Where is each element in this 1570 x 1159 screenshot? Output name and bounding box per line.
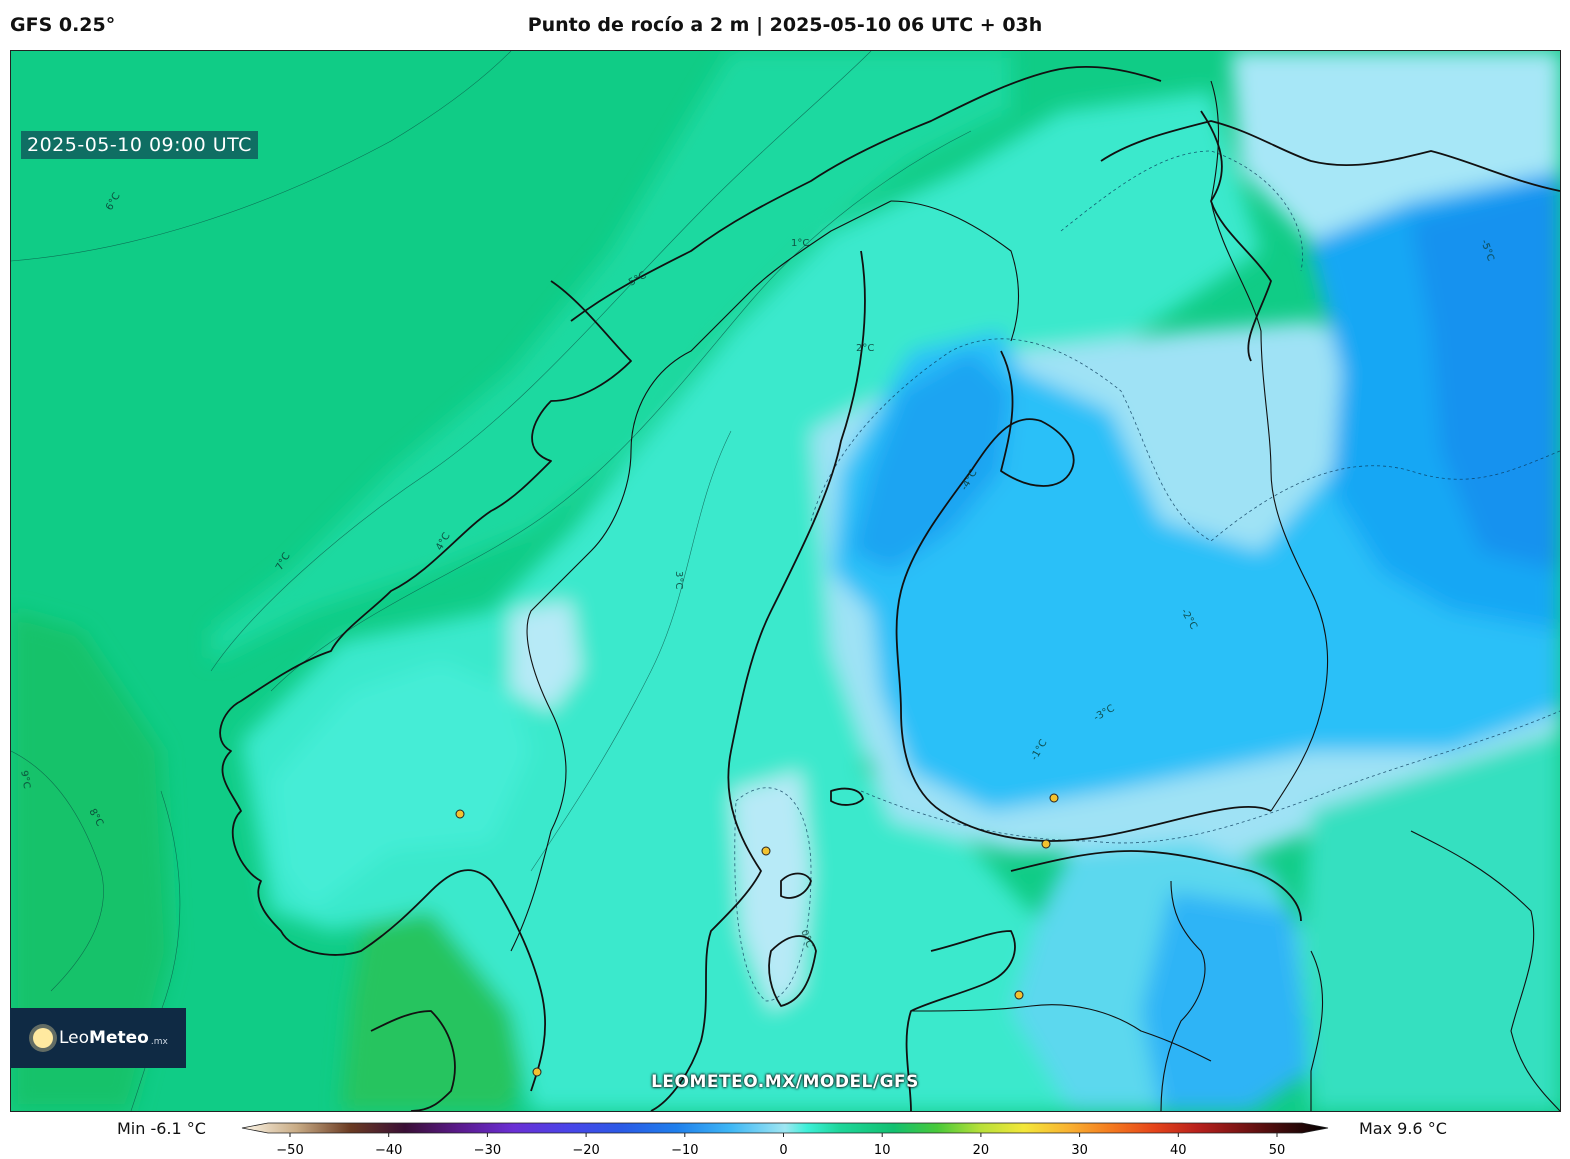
colorbar-tick-label: 10	[874, 1143, 891, 1158]
model-label: GFS 0.25°	[10, 14, 116, 36]
coast-gulf-bothnia	[895, 350, 1075, 812]
station-dot-stockholm[interactable]	[761, 846, 771, 856]
leometeo-logo[interactable]: LeoMeteo .mx	[10, 1008, 186, 1068]
coast-latvia	[905, 930, 1016, 1111]
colorbar: −50 −40 −30 −20 −10 0 10 20 30 40 50	[241, 1122, 1329, 1158]
coast-aland	[830, 787, 864, 806]
colorbar-min-label: Min -6.1 °C	[117, 1119, 206, 1138]
coast-gulf-finland	[940, 805, 1272, 842]
colorbar-ticks: −50 −40 −30 −20 −10 0 10 20 30 40 50	[276, 1133, 1285, 1158]
contour-4c	[270, 130, 972, 692]
coast-sweden-east	[650, 250, 866, 1111]
station-dot-helsinki[interactable]	[1049, 793, 1059, 803]
coast-oland	[768, 935, 817, 1007]
colorbar-max-label: Max 9.6 °C	[1359, 1119, 1447, 1138]
logo-text: LeoMeteo	[59, 1028, 149, 1048]
colorbar-tick-label: 20	[973, 1143, 990, 1158]
border-latvia-lithuania	[910, 1004, 1212, 1062]
colorbar-tick-label: 0	[779, 1143, 787, 1158]
station-dot-oslo[interactable]	[455, 809, 465, 819]
valid-time-badge: 2025-05-10 09:00 UTC	[21, 131, 258, 159]
contour-label: 9°C	[18, 770, 32, 790]
colorbar-tick-label: 50	[1269, 1143, 1286, 1158]
coast-estonia	[1010, 850, 1302, 922]
coast-white-sea	[1200, 110, 1272, 362]
colorbar-tick-label: −50	[276, 1143, 303, 1158]
contour-label: 1°C	[791, 238, 809, 249]
border-russia-belarus	[1310, 950, 1324, 1111]
station-dot-tallinn[interactable]	[1041, 839, 1051, 849]
dew-point-map[interactable]: 6°C 7°C 8°C 9°C 5°C 4°C 3°C 2°C 1°C 0°C …	[11, 51, 1560, 1111]
contour-0c-kola	[1060, 150, 1303, 272]
contour-6c	[11, 51, 512, 262]
colorbar-tick-label: −30	[474, 1143, 501, 1158]
field-east-green	[1301, 731, 1560, 1111]
map-frame[interactable]: 6°C 7°C 8°C 9°C 5°C 4°C 3°C 2°C 1°C 0°C …	[10, 50, 1561, 1112]
contour-3c	[530, 430, 732, 872]
field-highlands	[271, 661, 531, 911]
field-finland-core	[851, 351, 1011, 571]
coast-norway-west	[219, 280, 632, 1092]
border-east-1	[1410, 830, 1560, 1111]
sun-icon	[33, 1028, 53, 1048]
contour-0c-finland	[810, 338, 1560, 542]
colorbar-tick-label: −10	[671, 1143, 698, 1158]
contour-9c	[11, 750, 104, 992]
field-lake-light	[511, 601, 581, 711]
contour-5c	[210, 51, 872, 672]
contour-8c	[130, 790, 181, 1111]
colorbar-tick-label: 40	[1170, 1143, 1187, 1158]
border-finland-russia	[1210, 80, 1329, 812]
field-far-west-warm	[11, 611, 171, 1111]
field-gotland-light	[731, 771, 811, 1011]
coast-norway-north	[570, 65, 1162, 322]
logo-suffix: .mx	[150, 1037, 168, 1047]
border-norway-sweden	[510, 200, 892, 952]
watermark-url: LEOMETEO.MX/MODEL/GFS	[651, 1072, 919, 1092]
border-estonia-russia	[1160, 880, 1206, 1111]
field-finland-blue	[831, 331, 1560, 811]
contour-0c-gotland	[734, 787, 812, 1002]
contour-label: 3°C	[673, 571, 684, 589]
field-russia-core	[1411, 181, 1560, 571]
coast-kola	[1100, 120, 1560, 192]
station-dot-riga[interactable]	[1014, 990, 1024, 1000]
field-norway-mid	[211, 51, 1011, 661]
map-title: Punto de rocío a 2 m | 2025-05-10 06 UTC…	[527, 14, 1043, 36]
colorbar-tick-label: −40	[375, 1143, 402, 1158]
colorbar-tick-label: 30	[1071, 1143, 1088, 1158]
coast-gotland	[780, 872, 812, 899]
coast-denmark	[370, 1010, 456, 1111]
colorbar-bar	[241, 1122, 1329, 1134]
border-sweden-finland	[890, 200, 1020, 342]
station-dot-copenhagen[interactable]	[532, 1067, 542, 1077]
field-belarus-blue	[1141, 891, 1311, 1111]
contour-label: 2°C	[856, 343, 874, 354]
colorbar-tick-label: −20	[572, 1143, 599, 1158]
field-kola-light	[1231, 51, 1560, 241]
